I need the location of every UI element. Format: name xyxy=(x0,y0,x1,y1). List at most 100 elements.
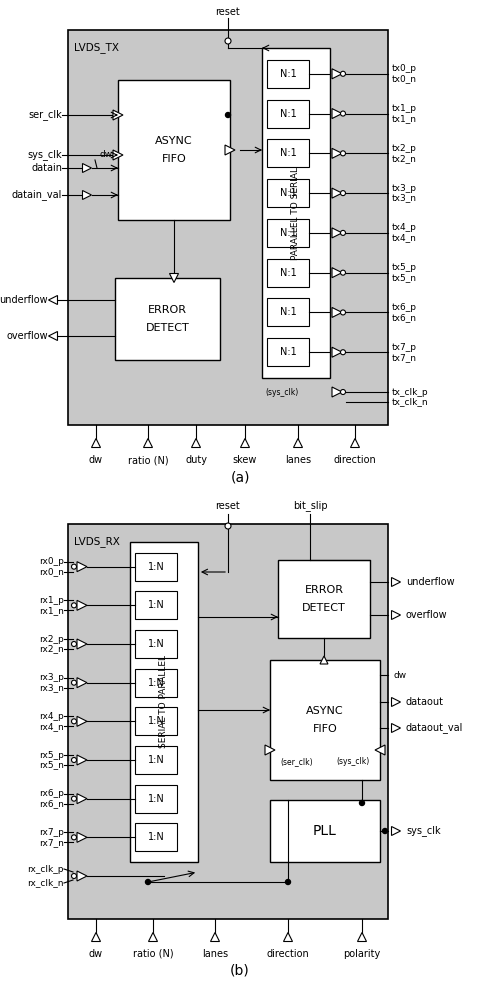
Polygon shape xyxy=(293,439,302,448)
Bar xyxy=(278,560,370,638)
Polygon shape xyxy=(92,933,100,942)
Text: N:1: N:1 xyxy=(280,109,296,119)
Bar xyxy=(267,179,309,207)
Circle shape xyxy=(340,270,346,276)
Polygon shape xyxy=(169,274,179,283)
Text: 1:N: 1:N xyxy=(148,793,164,803)
Bar xyxy=(135,707,177,735)
Text: ERROR: ERROR xyxy=(148,305,187,315)
Polygon shape xyxy=(77,561,87,572)
Text: dw: dw xyxy=(89,949,103,959)
Circle shape xyxy=(72,835,76,840)
Circle shape xyxy=(286,879,290,884)
Text: rx7_n: rx7_n xyxy=(39,838,64,847)
Text: sys_clk: sys_clk xyxy=(406,826,441,837)
Bar xyxy=(135,669,177,697)
Text: DETECT: DETECT xyxy=(302,603,346,613)
Text: tx3_p: tx3_p xyxy=(392,184,417,193)
Polygon shape xyxy=(332,268,342,278)
Bar xyxy=(267,219,309,247)
Text: LVDS_RX: LVDS_RX xyxy=(74,536,120,547)
Polygon shape xyxy=(113,110,123,120)
Text: FIFO: FIFO xyxy=(312,724,337,734)
Text: rx0_n: rx0_n xyxy=(39,567,64,576)
Bar xyxy=(68,30,388,425)
Polygon shape xyxy=(358,933,367,942)
Text: 1:N: 1:N xyxy=(148,755,164,765)
Text: duty: duty xyxy=(185,455,207,465)
Polygon shape xyxy=(83,163,92,173)
Circle shape xyxy=(360,800,364,805)
Text: dataout: dataout xyxy=(406,697,444,707)
Bar xyxy=(270,800,380,862)
Polygon shape xyxy=(225,145,235,155)
Text: tx5_n: tx5_n xyxy=(392,273,417,283)
Text: bit_slip: bit_slip xyxy=(293,501,327,512)
Text: (a): (a) xyxy=(230,470,250,484)
Bar xyxy=(267,139,309,167)
Text: rx1_p: rx1_p xyxy=(39,596,64,605)
Circle shape xyxy=(340,230,346,235)
Bar xyxy=(68,524,388,919)
Text: tx0_n: tx0_n xyxy=(392,74,417,83)
Text: tx2_p: tx2_p xyxy=(392,144,417,153)
Circle shape xyxy=(225,38,231,44)
Polygon shape xyxy=(392,611,400,619)
Text: underflow: underflow xyxy=(0,295,48,305)
Text: tx_clk_p: tx_clk_p xyxy=(392,387,429,396)
Text: tx2_n: tx2_n xyxy=(392,154,417,163)
Text: 1:N: 1:N xyxy=(148,678,164,688)
Text: 1:N: 1:N xyxy=(148,561,164,572)
Text: rx4_p: rx4_p xyxy=(39,711,64,721)
Polygon shape xyxy=(375,745,385,755)
Polygon shape xyxy=(320,656,328,664)
Polygon shape xyxy=(77,793,87,803)
Text: rx2_n: rx2_n xyxy=(39,644,64,653)
Text: tx6_n: tx6_n xyxy=(392,313,417,322)
Text: ASYNC: ASYNC xyxy=(155,136,193,146)
Text: rx5_p: rx5_p xyxy=(39,751,64,760)
Text: ratio (N): ratio (N) xyxy=(128,455,168,465)
Bar xyxy=(135,552,177,581)
Circle shape xyxy=(72,603,76,608)
Text: tx1_p: tx1_p xyxy=(392,104,417,113)
Text: dataout_val: dataout_val xyxy=(406,722,463,733)
Polygon shape xyxy=(211,933,219,942)
Text: sys_clk: sys_clk xyxy=(27,149,62,160)
Polygon shape xyxy=(240,439,250,448)
Bar xyxy=(267,100,309,127)
Text: 1:N: 1:N xyxy=(148,832,164,843)
Polygon shape xyxy=(144,439,153,448)
Bar xyxy=(267,259,309,287)
Circle shape xyxy=(72,873,76,878)
Text: dw: dw xyxy=(100,149,113,158)
Text: tx0_p: tx0_p xyxy=(392,64,417,73)
Polygon shape xyxy=(113,150,123,160)
Polygon shape xyxy=(48,295,58,304)
Text: lanes: lanes xyxy=(202,949,228,959)
Text: polarity: polarity xyxy=(343,949,381,959)
Text: N:1: N:1 xyxy=(280,69,296,79)
Text: tx7_n: tx7_n xyxy=(392,353,417,362)
Polygon shape xyxy=(83,191,92,200)
Polygon shape xyxy=(284,933,292,942)
Circle shape xyxy=(226,113,230,118)
Text: 1:N: 1:N xyxy=(148,601,164,611)
Text: 1:N: 1:N xyxy=(148,716,164,726)
Text: rx_clk_p: rx_clk_p xyxy=(27,864,64,873)
Text: rx6_n: rx6_n xyxy=(39,799,64,808)
Bar xyxy=(267,338,309,367)
Bar xyxy=(135,823,177,852)
Text: DETECT: DETECT xyxy=(145,323,190,333)
Bar xyxy=(270,660,380,780)
Text: datain_val: datain_val xyxy=(12,190,62,201)
Text: PLL: PLL xyxy=(313,824,337,838)
Polygon shape xyxy=(77,716,87,726)
Polygon shape xyxy=(148,933,157,942)
Text: SERIAL TO PARALLEL: SERIAL TO PARALLEL xyxy=(159,655,168,749)
Text: rx_clk_n: rx_clk_n xyxy=(27,878,64,887)
Text: lanes: lanes xyxy=(285,455,311,465)
Polygon shape xyxy=(92,439,100,448)
Polygon shape xyxy=(332,188,342,199)
Text: rx6_p: rx6_p xyxy=(39,789,64,798)
